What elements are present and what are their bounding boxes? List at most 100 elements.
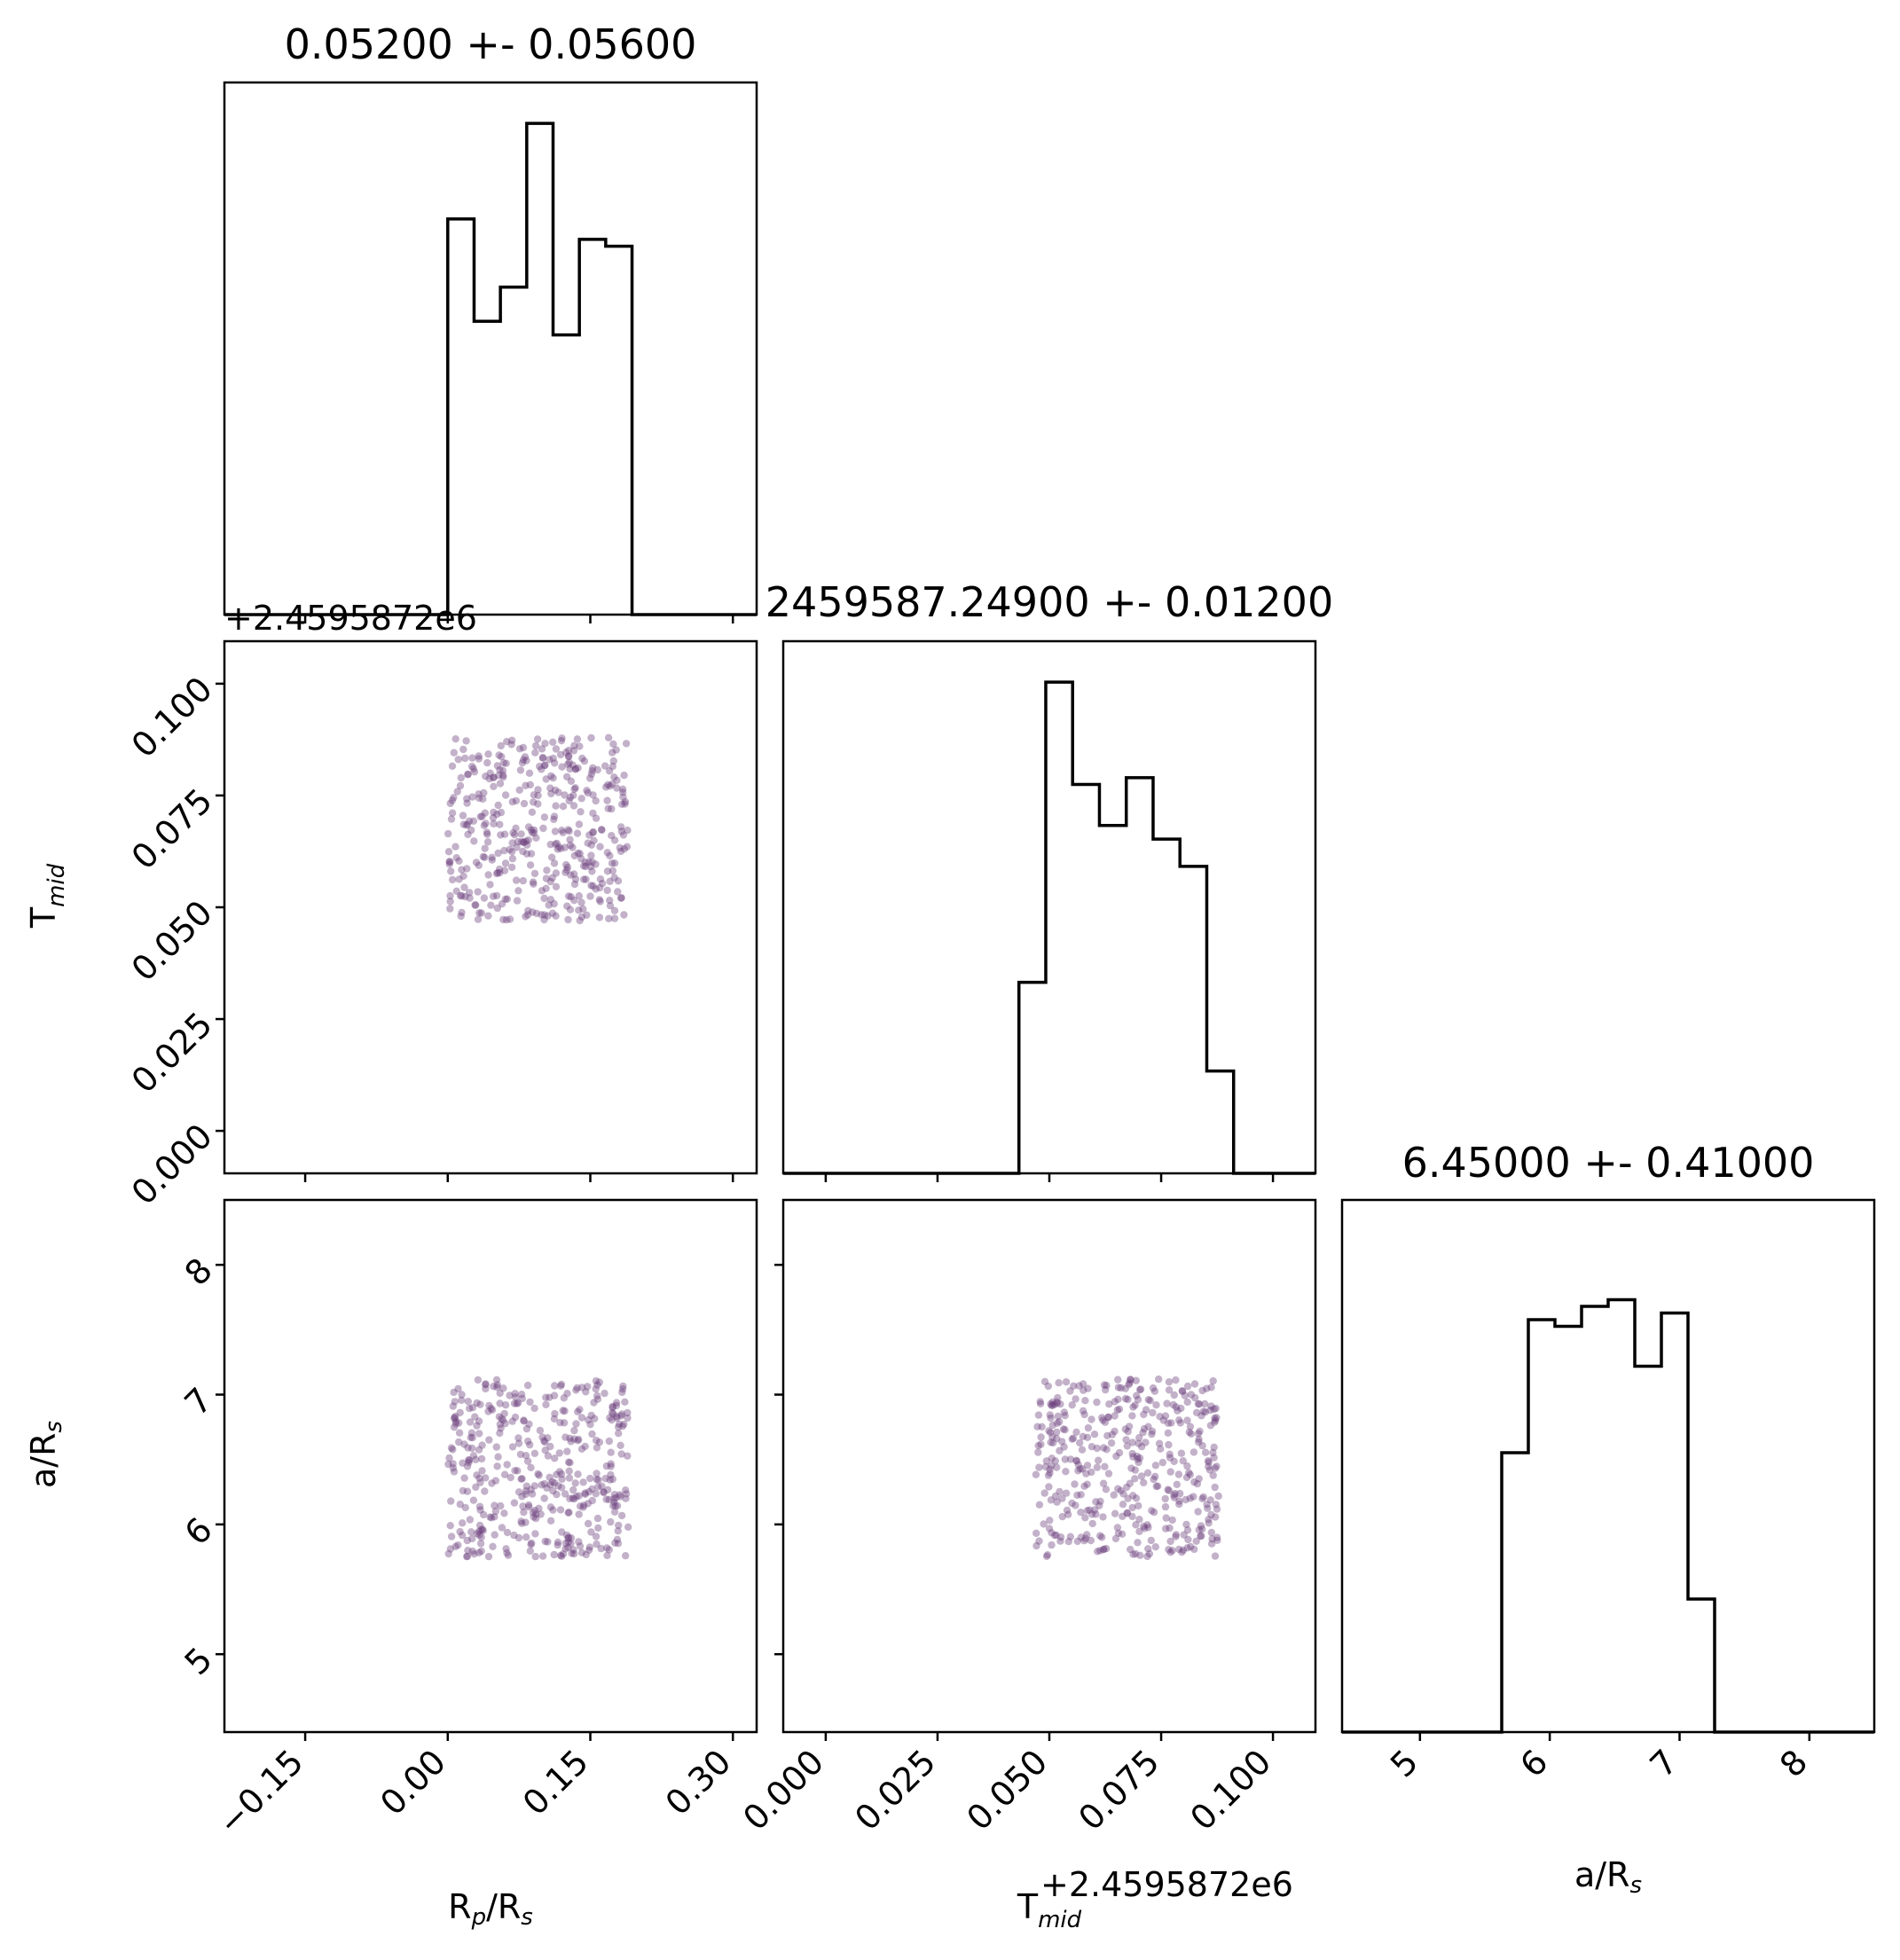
scatter-point [465, 1458, 473, 1467]
scatter-point [584, 1500, 593, 1508]
scatter-point [558, 763, 566, 771]
scatter-point [1163, 1399, 1171, 1407]
scatter-point [475, 790, 483, 798]
scatter-point [616, 1493, 624, 1501]
scatter-point [1096, 1497, 1104, 1506]
scatter-point [609, 1409, 617, 1418]
scatter-point [456, 781, 465, 790]
x-tick-label-ars: 8 [1772, 1742, 1815, 1784]
scatter-point [602, 1462, 610, 1470]
scatter-point [1042, 1457, 1051, 1465]
scatter-point [532, 909, 541, 918]
scatter-point [454, 1384, 462, 1393]
scatter-point [603, 849, 611, 857]
scatter-point [1180, 1531, 1188, 1539]
scatter-point [619, 1382, 627, 1391]
scatter-point [529, 908, 537, 916]
scatter-point [1083, 1433, 1092, 1442]
scatter-point [484, 871, 492, 879]
scatter-point [489, 1542, 497, 1551]
scatter-point [1165, 1440, 1173, 1449]
scatter-point [1127, 1376, 1135, 1384]
scatter-point [607, 1470, 615, 1479]
scatter-point [564, 1543, 572, 1552]
scatter-point [1114, 1395, 1122, 1404]
scatter-point [1207, 1540, 1216, 1548]
scatter-point [1141, 1525, 1149, 1533]
scatter-point [1072, 1501, 1080, 1509]
scatter-point [604, 804, 612, 812]
scatter-point [499, 773, 507, 781]
scatter-point [1210, 1454, 1218, 1462]
scatter-point [491, 1507, 499, 1516]
scatter-point [1034, 1448, 1042, 1456]
scatter-point [1048, 1541, 1056, 1549]
scatter-point [489, 773, 498, 781]
scatter-point [444, 1549, 452, 1558]
scatter-point [580, 1501, 588, 1509]
scatter-point [1115, 1405, 1124, 1414]
scatter-point [1068, 1401, 1076, 1409]
scatter-point [549, 774, 557, 782]
scatter-point [1183, 1398, 1191, 1407]
scatter-point [566, 1494, 574, 1503]
scatter-point [490, 782, 498, 790]
scatter-point [556, 1506, 565, 1514]
scatter-point [479, 1526, 487, 1535]
scatter-point [483, 758, 491, 767]
scatter-point [557, 844, 565, 852]
scatter-point [1074, 1461, 1082, 1469]
scatter-point [1073, 1537, 1082, 1546]
scatter-point [521, 753, 530, 761]
scatter-point [1053, 1434, 1061, 1443]
scatter-point [608, 859, 616, 867]
scatter-point [466, 1516, 474, 1524]
scatter-point [596, 875, 605, 883]
scatter-point [1152, 1482, 1160, 1491]
scatter-point [538, 887, 546, 895]
scatter-point [569, 761, 577, 769]
scatter-point [1047, 1414, 1055, 1423]
scatter-point [515, 786, 523, 794]
scatter-point [458, 1391, 466, 1399]
scatter-point [613, 784, 621, 792]
scatter-point [573, 829, 582, 837]
scatter-point [550, 1392, 559, 1399]
scatter-point [610, 836, 619, 844]
scatter-point [473, 1530, 481, 1538]
scatter-point [542, 1400, 550, 1409]
scatter-point [498, 900, 506, 908]
scatter-point [558, 734, 566, 742]
scatter-point [451, 1414, 459, 1422]
scatter-point [570, 870, 578, 878]
scatter-point [550, 1415, 559, 1423]
scatter-point [491, 1501, 499, 1509]
scatter-point [587, 841, 595, 849]
scatter-point [564, 760, 572, 768]
scatter-point [1213, 1505, 1221, 1513]
scatter-point [495, 772, 503, 780]
scatter-point [460, 883, 468, 891]
scatter-point [1077, 1491, 1085, 1499]
scatter-point [465, 889, 474, 897]
scatter-point [571, 1479, 579, 1487]
scatter-point [1123, 1509, 1132, 1517]
scatter-point [541, 740, 549, 748]
scatter-point [1152, 1401, 1160, 1409]
scatter-point [518, 1519, 526, 1527]
scatter-point [571, 764, 579, 773]
scatter-point [457, 912, 465, 921]
scatter-point [498, 753, 506, 761]
scatter-point [1145, 1549, 1154, 1558]
scatter-point [571, 765, 580, 773]
scatter-point [1111, 1509, 1119, 1517]
scatter-point [593, 1470, 601, 1478]
scatter-point [1114, 1376, 1122, 1384]
scatter-point [512, 1393, 520, 1401]
scatter-point [1113, 1406, 1122, 1415]
scatter-point [575, 892, 583, 900]
scatter-point [606, 1476, 614, 1484]
scatter-point [551, 759, 559, 767]
scatter-point [468, 754, 476, 762]
scatter-point [477, 1547, 485, 1556]
